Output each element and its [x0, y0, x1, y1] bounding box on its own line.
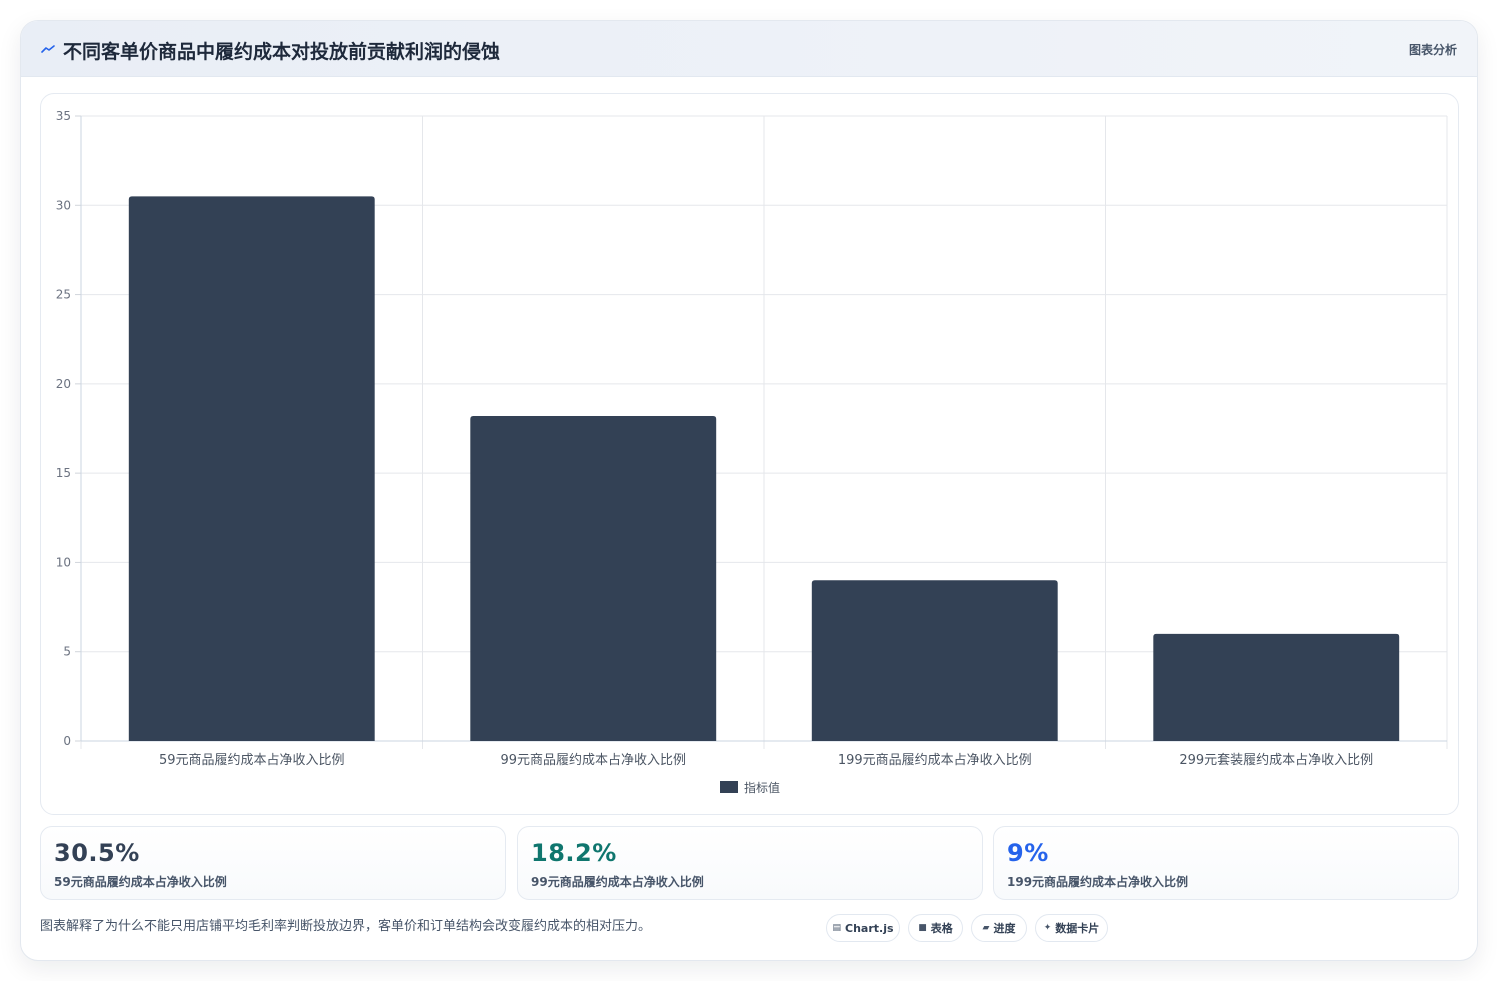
stat-value: 9% — [1007, 839, 1049, 867]
progress-icon: ▰ — [982, 923, 990, 933]
stat-value: 18.2% — [531, 839, 617, 867]
stat-label: 59元商品履约成本占净收入比例 — [54, 875, 227, 889]
chart-container: 0 5 10 15 20 25 30 35 59元商品履约成本占净收入比例 99元商品履约成本占净… — [40, 93, 1459, 815]
stat-value: 30.5% — [54, 839, 140, 867]
y-tick-label: 35 — [56, 109, 71, 123]
y-tick-label: 5 — [63, 645, 71, 659]
chart-card: 不同客单价商品中履约成本对投放前贡献利润的侵蚀 图表分析 0 5 10 15 20 25 3… — [20, 20, 1478, 961]
chart-icon: ▤ — [832, 923, 841, 933]
x-tick-label: 299元套装履约成本占净收入比例 — [1179, 752, 1373, 768]
stat-card: 18.2% 99元商品履约成本占净收入比例 — [517, 826, 983, 900]
y-tick-label: 25 — [56, 288, 71, 302]
legend-swatch — [720, 781, 738, 793]
y-tick-label: 15 — [56, 466, 71, 480]
y-tick-label: 0 — [63, 734, 71, 748]
pill-label: 表格 — [930, 922, 953, 935]
bar-chart: 0 5 10 15 20 25 30 35 59元商品履约成本占净收入比例 99元商品履约成本占净… — [56, 109, 1448, 795]
pill-progress[interactable]: ▰ 进度 — [971, 914, 1027, 942]
chart-line-icon — [41, 45, 55, 53]
y-tick-label: 20 — [56, 377, 71, 391]
legend-label: 指标值 — [744, 780, 780, 795]
data-card-icon: ✦ — [1043, 923, 1052, 933]
stat-cards: 30.5% 59元商品履约成本占净收入比例 18.2% 99元商品履约成本占净收… — [40, 826, 1459, 900]
y-tick-label: 30 — [56, 198, 71, 212]
header-tag: 图表分析 — [1408, 43, 1457, 57]
x-tick-label: 99元商品履约成本占净收入比例 — [500, 753, 686, 768]
bar — [811, 580, 1058, 741]
footer-note: 图表解释了为什么不能只用店铺平均毛利率判断投放边界，客单价和订单结构会改变履约成… — [40, 919, 652, 934]
x-tick-label: 59元商品履约成本占净收入比例 — [159, 753, 345, 768]
stat-label: 199元商品履约成本占净收入比例 — [1007, 875, 1189, 889]
page-title: 不同客单价商品中履约成本对投放前贡献利润的侵蚀 — [63, 41, 501, 63]
bar — [128, 196, 375, 741]
table-icon: ■ — [918, 923, 927, 933]
pill-label: 数据卡片 — [1055, 922, 1100, 935]
card-header: 不同客单价商品中履约成本对投放前贡献利润的侵蚀 图表分析 — [21, 21, 1477, 77]
y-tick-label: 10 — [56, 555, 71, 569]
stat-label: 99元商品履约成本占净收入比例 — [531, 875, 704, 889]
stat-card: 9% 199元商品履约成本占净收入比例 — [993, 826, 1459, 900]
pill-label: Chart.js — [845, 921, 894, 935]
pill-table[interactable]: ■ 表格 — [908, 914, 963, 942]
bar — [1153, 633, 1400, 741]
x-tick-label: 199元商品履约成本占净收入比例 — [838, 753, 1032, 768]
stat-card: 30.5% 59元商品履约成本占净收入比例 — [40, 826, 506, 900]
bar — [470, 416, 717, 741]
pill-chartjs[interactable]: ▤ Chart.js — [826, 914, 900, 942]
pill-label: 进度 — [993, 922, 1016, 935]
pill-data-card[interactable]: ✦ 数据卡片 — [1035, 914, 1108, 942]
